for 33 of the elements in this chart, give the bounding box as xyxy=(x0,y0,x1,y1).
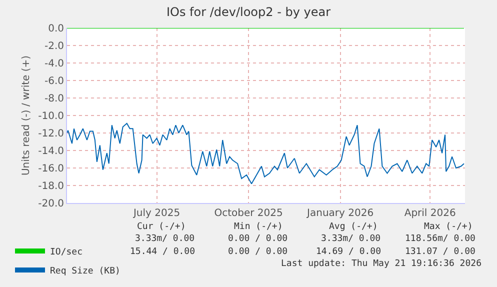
text: Max (-/+) xyxy=(424,222,473,232)
legend-label: Req Size (KB) xyxy=(50,266,120,277)
x-tick-label: April 2026 xyxy=(404,208,456,219)
y-tick-label: -2.0 xyxy=(44,41,64,52)
text: 0.00 / 0.00 xyxy=(228,247,288,257)
line-series xyxy=(67,122,464,184)
text: 0.00 / 0.00 xyxy=(228,234,288,244)
text: Min (-/+) xyxy=(234,222,283,232)
y-tick-label: -12.0 xyxy=(38,128,64,140)
y-tick-label: -10.0 xyxy=(38,111,64,122)
y-tick-label: -20.0 xyxy=(38,198,64,210)
y-tick-label: 0.0 xyxy=(48,24,64,34)
x-tick-label: July 2025 xyxy=(132,208,180,219)
text: 3.33m/ 0.00 xyxy=(321,234,381,244)
chart-title: IOs for /dev/loop2 - by year xyxy=(166,5,331,20)
text: Avg (-/+) xyxy=(329,222,378,232)
y-tick-label: -6.0 xyxy=(44,76,64,87)
y-tick-label: -16.0 xyxy=(38,164,64,174)
y-tick-label: -4.0 xyxy=(44,58,64,70)
text: Last update: Thu May 21 19:16:36 2026 xyxy=(281,259,482,269)
text: 131.07 / 0.00 xyxy=(405,247,476,257)
x-tick-label: January 2026 xyxy=(306,208,374,219)
y-tick-label: -14.0 xyxy=(38,146,64,157)
x-tick-label: October 2025 xyxy=(214,208,283,219)
y-tick-label: -18.0 xyxy=(38,181,64,192)
legend-label: IO/sec xyxy=(50,248,83,258)
text: 14.69 / 0.00 xyxy=(316,247,382,257)
y-axis-title: Units read (-) / write (+) xyxy=(21,55,32,176)
y-tick-label: -8.0 xyxy=(44,94,64,104)
text: 3.33m/ 0.00 xyxy=(135,234,195,244)
text: 15.44 / 0.00 xyxy=(130,247,196,257)
text: Cur (-/+) xyxy=(137,222,186,232)
text: 118.56m/ 0.00 xyxy=(405,234,476,244)
